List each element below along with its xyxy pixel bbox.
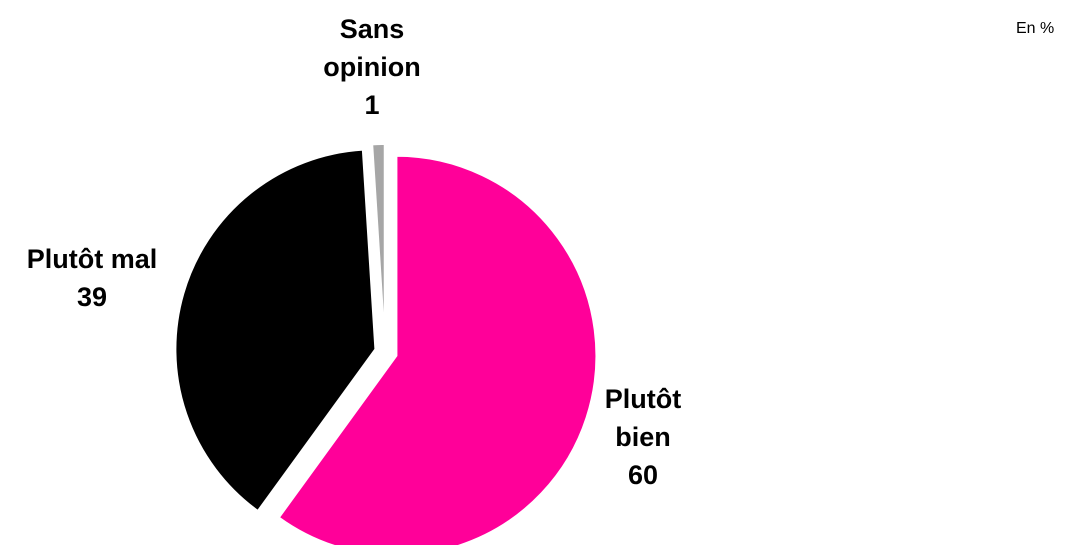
slice-plutot-mal-label: Plutôt mal 39 xyxy=(27,244,158,312)
slice-sans-opinion xyxy=(371,143,386,345)
slice-plutot-bien-value: 60 xyxy=(628,460,658,490)
slice-sans-opinion-label-line: Sans xyxy=(340,14,405,44)
slice-plutot-bien-label-line: Plutôt xyxy=(605,384,681,414)
slice-sans-opinion-label: Sans opinion 1 xyxy=(323,14,420,120)
pie-labels: Plutôt bien 60 Plutôt mal 39 Sans opinion 1 xyxy=(27,14,682,490)
slice-plutot-bien-label: Plutôt bien 60 xyxy=(605,384,681,490)
pie-slices xyxy=(174,143,598,545)
slice-plutot-mal-label-line: Plutôt mal xyxy=(27,244,158,274)
slice-sans-opinion-value: 1 xyxy=(364,90,379,120)
unit-note: En % xyxy=(1016,20,1055,37)
slice-plutot-mal xyxy=(174,148,377,513)
slice-plutot-bien xyxy=(277,154,598,545)
slice-plutot-mal-value: 39 xyxy=(77,282,107,312)
slice-plutot-bien-label-line: bien xyxy=(615,422,671,452)
slice-sans-opinion-label-line: opinion xyxy=(323,52,420,82)
